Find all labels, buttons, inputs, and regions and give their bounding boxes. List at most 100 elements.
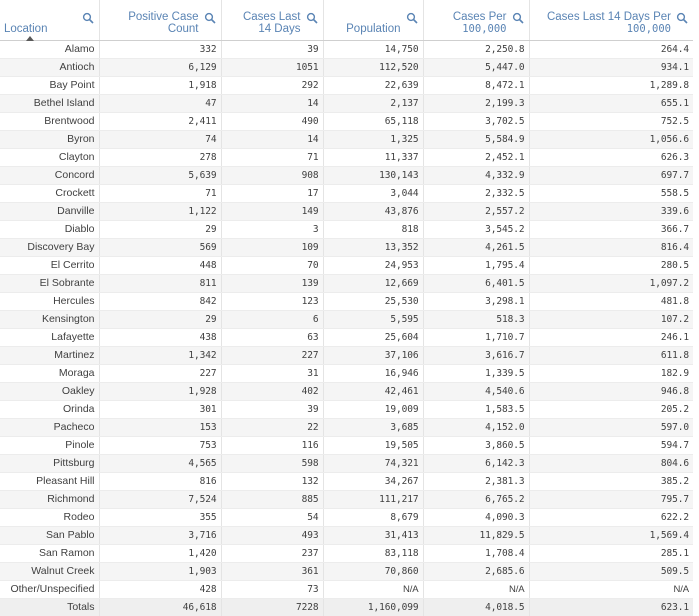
cell-cases-per-100000[interactable]: 2,381.3 xyxy=(423,473,529,491)
column-header-population[interactable]: Population xyxy=(323,0,423,41)
cell-cases-per-100000[interactable]: 2,250.8 xyxy=(423,41,529,59)
cell-positive-case-count[interactable]: 1,122 xyxy=(99,203,221,221)
cell-cases-per-100000[interactable]: 3,298.1 xyxy=(423,293,529,311)
cell-cases-last-14-days[interactable]: 39 xyxy=(221,401,323,419)
cell-cases-per-100000[interactable]: 3,545.2 xyxy=(423,221,529,239)
cell-cases-per-100000[interactable]: 1,795.4 xyxy=(423,257,529,275)
cell-population[interactable]: 3,044 xyxy=(323,185,423,203)
cell-positive-case-count[interactable]: 3,716 xyxy=(99,527,221,545)
cell-cases-last-14-days[interactable]: 402 xyxy=(221,383,323,401)
cell-population[interactable]: 14,750 xyxy=(323,41,423,59)
cell-positive-case-count[interactable]: 816 xyxy=(99,473,221,491)
cell-location[interactable]: Kensington xyxy=(0,311,99,329)
cell-positive-case-count[interactable]: 301 xyxy=(99,401,221,419)
cell-population[interactable]: 16,946 xyxy=(323,365,423,383)
cell-location[interactable]: Diablo xyxy=(0,221,99,239)
cell-cases-last-14-days[interactable]: 139 xyxy=(221,275,323,293)
cell-location[interactable]: Concord xyxy=(0,167,99,185)
cell-cases-per-100000[interactable]: 11,829.5 xyxy=(423,527,529,545)
cell-positive-case-count[interactable]: 448 xyxy=(99,257,221,275)
cell-positive-case-count[interactable]: 1,928 xyxy=(99,383,221,401)
cell-location[interactable]: Hercules xyxy=(0,293,99,311)
cell-cases-per-100000[interactable]: 3,860.5 xyxy=(423,437,529,455)
cell-population[interactable]: 19,009 xyxy=(323,401,423,419)
cell-location[interactable]: Other/Unspecified xyxy=(0,581,99,599)
cell-cases-last-14-days-per-100000[interactable]: 611.8 xyxy=(529,347,693,365)
cell-positive-case-count[interactable]: 5,639 xyxy=(99,167,221,185)
cell-cases-last-14-days[interactable]: 361 xyxy=(221,563,323,581)
cell-location[interactable]: Martinez xyxy=(0,347,99,365)
cell-cases-last-14-days-per-100000[interactable]: 264.4 xyxy=(529,41,693,59)
cell-cases-last-14-days[interactable]: 7228 xyxy=(221,599,323,616)
cell-cases-last-14-days[interactable]: 70 xyxy=(221,257,323,275)
cell-location[interactable]: Orinda xyxy=(0,401,99,419)
cell-population[interactable]: 5,595 xyxy=(323,311,423,329)
cell-location[interactable]: Totals xyxy=(0,599,99,616)
cell-cases-last-14-days[interactable]: 14 xyxy=(221,131,323,149)
cell-population[interactable]: 3,685 xyxy=(323,419,423,437)
cell-location[interactable]: Oakley xyxy=(0,383,99,401)
cell-population[interactable]: 22,639 xyxy=(323,77,423,95)
cell-cases-per-100000[interactable]: 518.3 xyxy=(423,311,529,329)
cell-location[interactable]: Pleasant Hill xyxy=(0,473,99,491)
cell-location[interactable]: Moraga xyxy=(0,365,99,383)
cell-cases-per-100000[interactable]: 4,261.5 xyxy=(423,239,529,257)
cell-location[interactable]: Lafayette xyxy=(0,329,99,347)
cell-cases-last-14-days[interactable]: 237 xyxy=(221,545,323,563)
cell-population[interactable]: 31,413 xyxy=(323,527,423,545)
search-icon[interactable] xyxy=(204,12,216,24)
cell-positive-case-count[interactable]: 71 xyxy=(99,185,221,203)
cell-location[interactable]: Danville xyxy=(0,203,99,221)
cell-positive-case-count[interactable]: 332 xyxy=(99,41,221,59)
cell-cases-last-14-days[interactable]: 1051 xyxy=(221,59,323,77)
cell-cases-per-100000[interactable]: 6,142.3 xyxy=(423,455,529,473)
cell-cases-last-14-days-per-100000[interactable]: 1,289.8 xyxy=(529,77,693,95)
cell-population[interactable]: 1,160,099 xyxy=(323,599,423,616)
cell-cases-per-100000[interactable]: 1,339.5 xyxy=(423,365,529,383)
cell-cases-last-14-days-per-100000[interactable]: 509.5 xyxy=(529,563,693,581)
cell-location[interactable]: Antioch xyxy=(0,59,99,77)
cell-population[interactable]: 2,137 xyxy=(323,95,423,113)
cell-location[interactable]: Alamo xyxy=(0,41,99,59)
cell-population[interactable]: 19,505 xyxy=(323,437,423,455)
cell-location[interactable]: Discovery Bay xyxy=(0,239,99,257)
cell-positive-case-count[interactable]: 842 xyxy=(99,293,221,311)
cell-positive-case-count[interactable]: 438 xyxy=(99,329,221,347)
cell-cases-last-14-days-per-100000[interactable]: 385.2 xyxy=(529,473,693,491)
cell-positive-case-count[interactable]: 47 xyxy=(99,95,221,113)
cell-cases-last-14-days-per-100000[interactable]: 594.7 xyxy=(529,437,693,455)
cell-cases-last-14-days[interactable]: 149 xyxy=(221,203,323,221)
cell-cases-last-14-days[interactable]: 3 xyxy=(221,221,323,239)
cell-cases-last-14-days-per-100000[interactable]: 697.7 xyxy=(529,167,693,185)
search-icon[interactable] xyxy=(676,12,688,24)
cell-population[interactable]: 25,530 xyxy=(323,293,423,311)
cell-cases-per-100000[interactable]: 2,332.5 xyxy=(423,185,529,203)
cell-cases-last-14-days-per-100000[interactable]: 816.4 xyxy=(529,239,693,257)
cell-cases-last-14-days-per-100000[interactable]: 182.9 xyxy=(529,365,693,383)
cell-positive-case-count[interactable]: 46,618 xyxy=(99,599,221,616)
cell-population[interactable]: 13,352 xyxy=(323,239,423,257)
cell-positive-case-count[interactable]: 4,565 xyxy=(99,455,221,473)
cell-cases-per-100000[interactable]: 2,452.1 xyxy=(423,149,529,167)
cell-cases-per-100000[interactable]: 2,685.6 xyxy=(423,563,529,581)
cell-cases-last-14-days-per-100000[interactable]: 280.5 xyxy=(529,257,693,275)
cell-cases-last-14-days[interactable]: 14 xyxy=(221,95,323,113)
sort-ascending-icon[interactable] xyxy=(26,36,34,41)
